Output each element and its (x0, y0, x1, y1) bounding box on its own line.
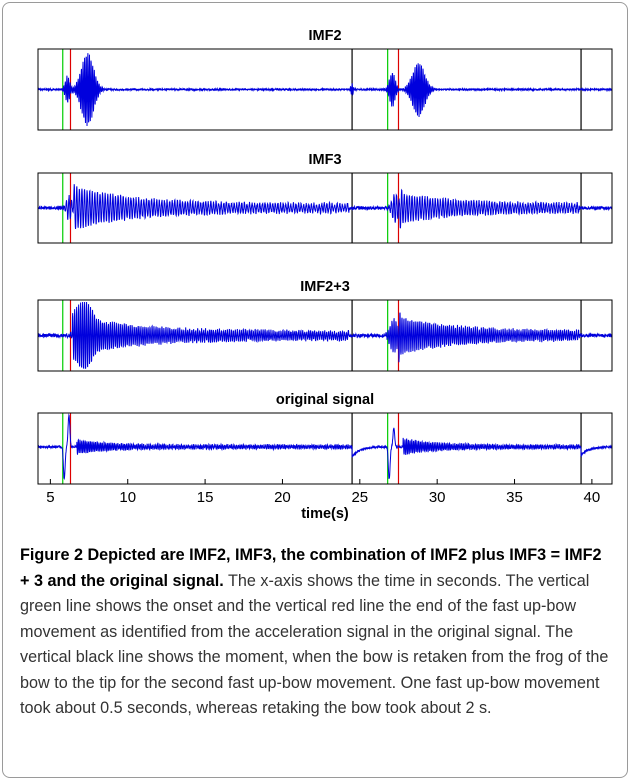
caption-body: The x-axis shows the time in seconds. Th… (20, 571, 609, 718)
caption-label: Figure 2 (20, 546, 83, 564)
figure-caption: Figure 2 Depicted are IMF2, IMF3, the co… (20, 543, 614, 722)
signal-trace-4 (37, 413, 613, 480)
x-tick-label: 40 (584, 489, 601, 506)
x-tick-label: 15 (197, 489, 214, 506)
x-tick-label: 10 (119, 489, 136, 506)
panel-title-3: IMF2+3 (300, 279, 350, 295)
x-tick-label: 5 (46, 489, 54, 506)
x-tick-label: 30 (429, 489, 446, 506)
panel-title-2: IMF3 (308, 152, 341, 168)
signal-trace-2 (37, 184, 613, 230)
caption-title: Depicted are IMF2, IMF3, the combination… (20, 546, 602, 590)
figure-frame (2, 2, 628, 778)
x-tick-label: 35 (506, 489, 523, 506)
signal-trace-1 (37, 53, 613, 127)
panel-box-2 (37, 172, 613, 244)
panel-title-4: original signal (276, 392, 374, 408)
x-tick-label: 25 (351, 489, 368, 506)
x-axis-label: time(s) (301, 506, 349, 522)
figure-chart: IMF2 IMF3 IMF2+3 original signal 5 10 15 20 25 30… (37, 28, 613, 522)
x-tick-label: 20 (274, 489, 291, 506)
panel-box-4 (37, 412, 613, 485)
signal-trace-3 (37, 301, 613, 369)
panel-title-1: IMF2 (308, 28, 341, 44)
panel-box-3 (37, 299, 613, 372)
panel-box-1 (37, 48, 613, 131)
